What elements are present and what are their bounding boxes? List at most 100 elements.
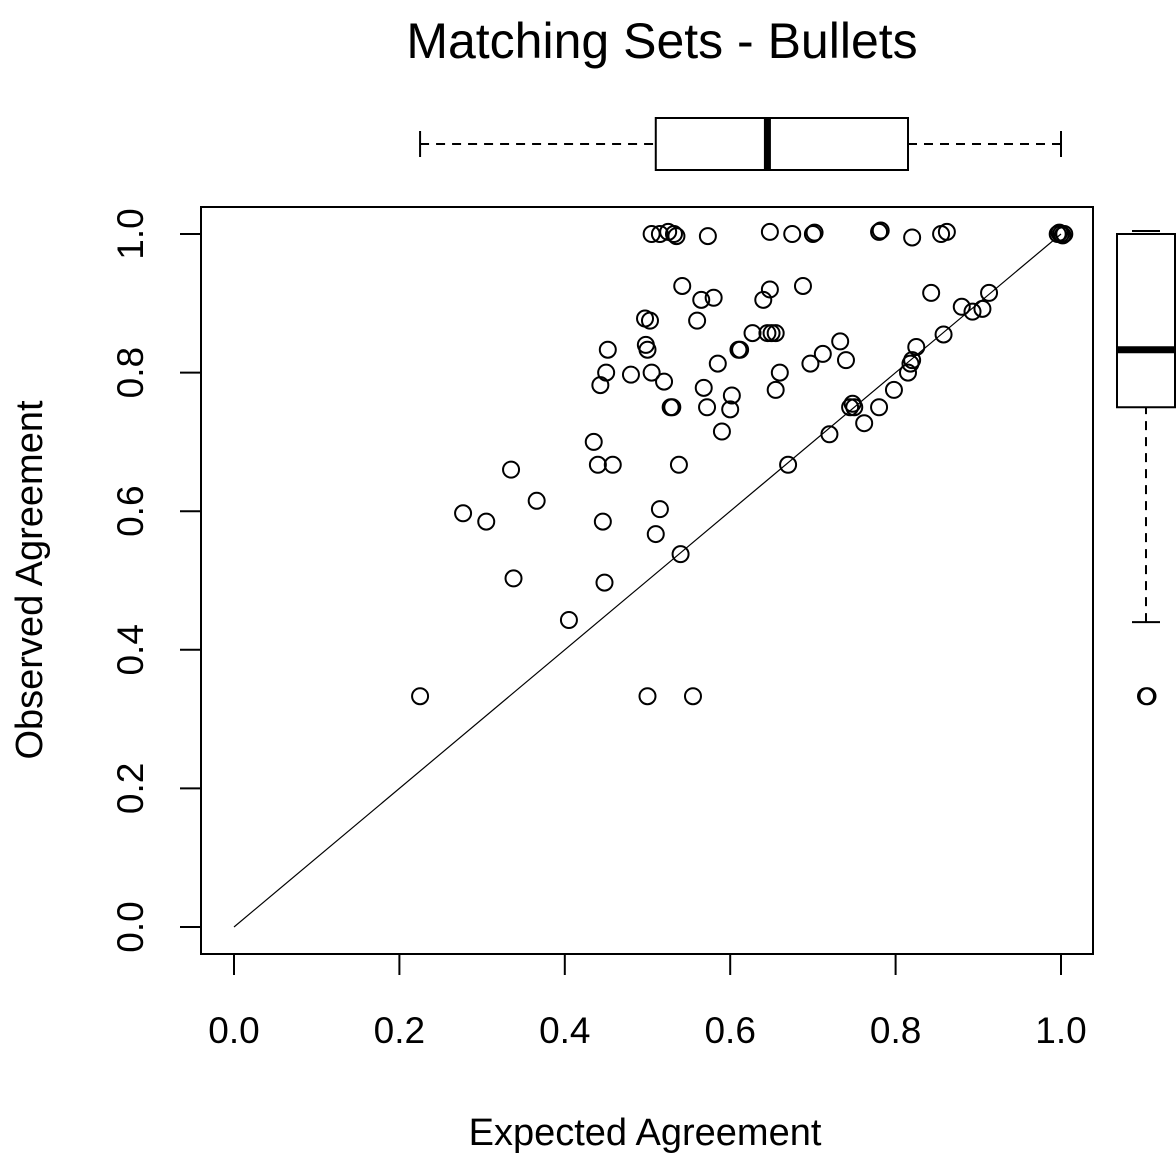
data-point	[411, 687, 430, 706]
data-point	[454, 504, 473, 523]
data-point	[870, 222, 889, 241]
y-tick-label: 0.2	[110, 763, 151, 814]
data-point	[638, 340, 657, 359]
data-point	[1055, 225, 1074, 243]
data-point	[712, 422, 731, 441]
data-point	[937, 222, 956, 241]
data-point	[973, 299, 992, 318]
data-point	[584, 432, 603, 451]
data-point	[593, 512, 612, 531]
data-point	[934, 325, 953, 344]
data-point	[805, 223, 824, 242]
data-point	[667, 227, 686, 246]
data-point	[952, 297, 971, 316]
data-point	[922, 283, 941, 302]
data-point	[698, 398, 717, 417]
data-point	[669, 455, 688, 474]
data-point	[870, 398, 889, 417]
data-point	[743, 324, 762, 343]
data-point	[527, 491, 546, 510]
y-tick-label: 0.6	[110, 485, 151, 536]
data-point	[760, 222, 779, 241]
data-point	[766, 380, 785, 399]
data-point	[708, 354, 727, 373]
data-point	[793, 276, 812, 295]
data-point	[694, 378, 713, 397]
chart-title: Matching Sets - Bullets	[406, 13, 917, 69]
x-axis-label: Expected Agreement	[469, 1112, 822, 1154]
data-point	[504, 569, 523, 588]
data-point	[980, 283, 999, 302]
data-point	[758, 324, 777, 343]
data-points	[411, 221, 1074, 706]
x-tick-label: 0.6	[704, 1010, 755, 1051]
data-point	[760, 280, 779, 299]
y-tick-label: 0.8	[110, 347, 151, 398]
data-point	[803, 225, 822, 243]
data-point	[638, 687, 657, 706]
x-tick-label: 0.8	[870, 1010, 921, 1051]
data-point	[813, 344, 832, 363]
x-tick-label: 0.2	[374, 1010, 425, 1051]
data-point	[673, 276, 692, 295]
data-point	[650, 500, 669, 519]
x-tick-label: 1.0	[1035, 1010, 1086, 1051]
x-box-iqr	[654, 117, 910, 171]
y-box-iqr	[1116, 233, 1176, 409]
data-point	[871, 221, 890, 240]
data-point	[688, 311, 707, 330]
y-marginal-boxplot	[1116, 230, 1176, 706]
data-point	[899, 363, 918, 382]
data-point	[907, 337, 926, 356]
data-point	[663, 398, 682, 417]
data-point	[836, 351, 855, 370]
data-point	[502, 460, 521, 479]
data-point	[598, 340, 617, 359]
data-point	[845, 398, 864, 417]
data-point	[903, 351, 922, 370]
data-point	[642, 363, 661, 382]
data-point	[603, 455, 622, 474]
y-tick-label: 0.4	[110, 624, 151, 675]
data-point	[779, 455, 798, 474]
x-tick-label: 0.4	[539, 1010, 590, 1051]
y-axis-label: Observed Agreement	[9, 400, 51, 760]
data-point	[559, 611, 578, 630]
data-point	[655, 372, 674, 391]
data-point	[671, 545, 690, 564]
data-point	[698, 227, 717, 246]
data-point	[855, 414, 874, 433]
data-point	[820, 425, 839, 444]
data-point	[692, 290, 711, 309]
data-point	[588, 455, 607, 474]
y-tick-label: 1.0	[110, 208, 151, 259]
data-point	[621, 365, 640, 384]
data-point	[640, 311, 659, 330]
data-point	[783, 225, 802, 243]
y-tick-label: 0.0	[110, 901, 151, 952]
data-point	[721, 400, 740, 419]
data-point	[801, 354, 820, 373]
data-point	[770, 363, 789, 382]
data-point	[664, 225, 683, 243]
data-point	[731, 340, 750, 359]
data-point	[597, 363, 616, 382]
data-point	[722, 386, 741, 405]
data-point	[683, 687, 702, 706]
y-axis: 0.0 0.2 0.4 0.6 0.8 1.0	[110, 208, 202, 953]
data-point	[884, 380, 903, 399]
data-point	[766, 324, 785, 343]
data-point	[903, 228, 922, 247]
data-point	[841, 398, 860, 417]
data-point	[595, 573, 614, 592]
data-point	[831, 332, 850, 351]
x-tick-label: 0.0	[208, 1010, 259, 1051]
x-marginal-boxplot	[419, 117, 1062, 171]
data-point	[762, 324, 781, 343]
data-point	[646, 525, 665, 544]
data-point	[477, 512, 496, 531]
x-axis: 0.0 0.2 0.4 0.6 0.8 1.0	[208, 953, 1087, 1051]
data-point	[1053, 226, 1072, 245]
data-point	[963, 302, 982, 321]
